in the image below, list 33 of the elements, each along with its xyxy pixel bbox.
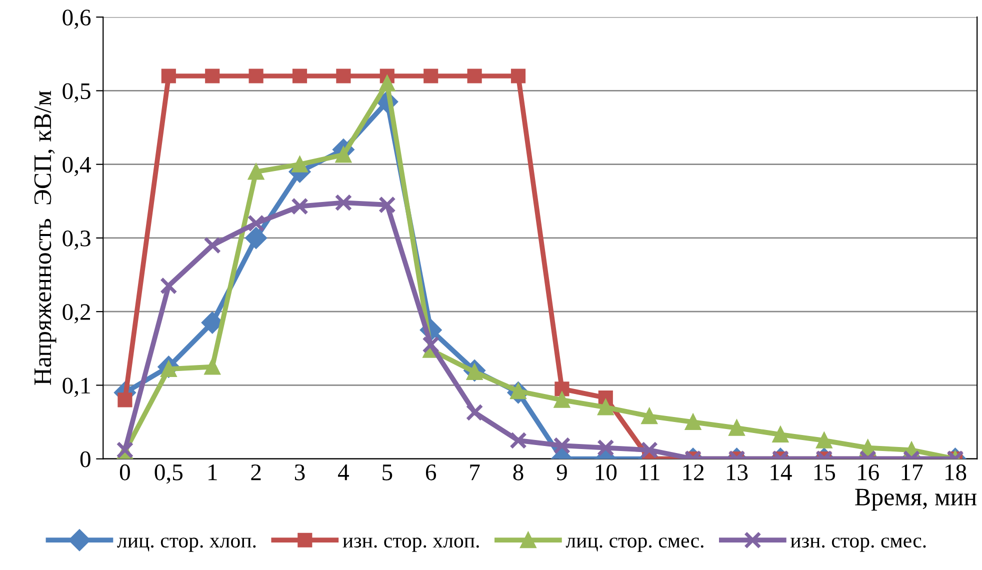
x-tick-label: 7 (470, 464, 480, 480)
x-tick-label: 3 (294, 464, 305, 480)
y-tick-label: 0 (80, 451, 90, 468)
legend-label: лиц. стор. хлоп. (117, 538, 256, 552)
y-tick-label: 0,4 (62, 156, 91, 176)
x-tick-label: 0,5 (154, 464, 182, 484)
x-tick-label: 5 (382, 464, 392, 480)
x-tick-label: 15 (814, 464, 836, 480)
y-tick-label: 0,2 (62, 304, 90, 324)
legend-label: изн. стор. хлоп. (342, 538, 479, 552)
x-tick-label: 10 (596, 464, 617, 480)
x-tick-label: 1 (208, 464, 217, 480)
x-tick-label: 4 (338, 464, 349, 480)
x-axis-title: Время, мин (855, 488, 976, 511)
x-tick-label: 6 (426, 464, 436, 480)
x-tick-label: 11 (640, 464, 660, 480)
legend-label: лиц. стор. смес. (566, 538, 704, 552)
legend-label: изн. стор. смес. (790, 538, 926, 552)
y-tick-label: 0,5 (62, 83, 90, 103)
x-tick-label: 0 (120, 464, 130, 480)
x-tick-label: 17 (902, 464, 923, 480)
y-axis-title: Напряженность ЭСП, кВ/м (34, 90, 56, 385)
x-tick-label: 13 (727, 464, 748, 480)
x-tick-label: 18 (946, 464, 966, 480)
x-tick-label: 2 (251, 464, 261, 480)
x-tick-label: 8 (513, 464, 524, 480)
x-tick-label: 16 (858, 464, 879, 480)
x-tick-label: 14 (770, 464, 792, 480)
y-tick-label: 0,3 (62, 230, 90, 250)
x-tick-label: 12 (683, 464, 704, 480)
y-tick-label: 0,1 (62, 378, 90, 398)
y-tick-label: 0,6 (62, 10, 91, 29)
x-tick-label: 9 (556, 464, 567, 480)
